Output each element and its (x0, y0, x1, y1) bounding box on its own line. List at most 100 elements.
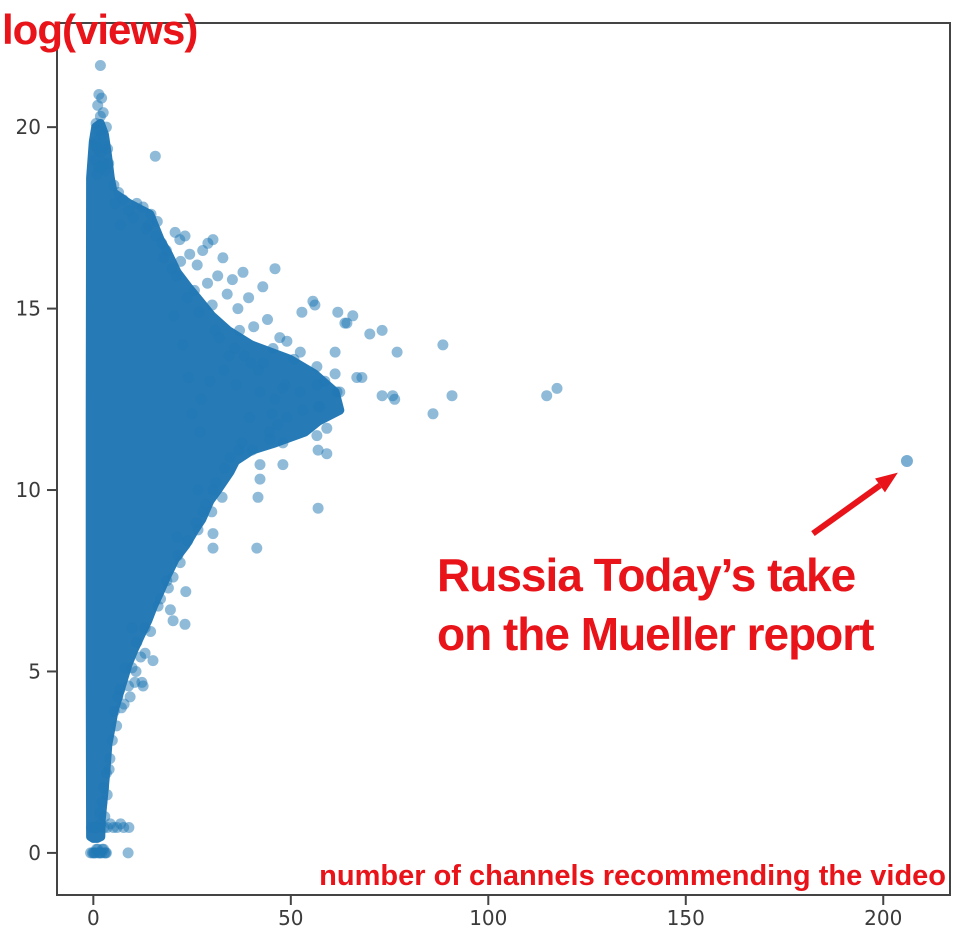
scatter-point (252, 364, 264, 376)
annotation-line-2: on the Mueller report (437, 608, 874, 660)
scatter-point (277, 382, 288, 394)
scatter-point (427, 408, 439, 420)
scatter-point (180, 586, 192, 598)
outlier-point (900, 454, 913, 467)
scatter-point (294, 346, 306, 358)
x-tick-label: 150 (667, 906, 705, 930)
scatter-point (252, 491, 264, 503)
scatter-point (124, 691, 136, 703)
scatter-point (213, 332, 225, 344)
scatter-point (245, 357, 257, 369)
scatter-point (197, 506, 209, 518)
scatter-point (254, 473, 266, 485)
scatter-point (277, 459, 289, 471)
scatter-point (311, 430, 323, 442)
scatter-point (311, 379, 323, 391)
scatter-point (321, 448, 333, 460)
scatter-point (329, 346, 341, 358)
scatter-point (269, 393, 281, 405)
scatter-point (193, 306, 205, 318)
scatter-point (188, 284, 200, 296)
scatter-point (104, 753, 116, 765)
scatter-point (296, 306, 308, 318)
scatter-point (264, 433, 276, 445)
scatter-point (123, 822, 135, 833)
scatter-point (364, 328, 376, 340)
scatter-point (177, 339, 189, 351)
scatter-point (186, 408, 198, 420)
scatter-point (108, 705, 120, 717)
scatter-point (119, 662, 131, 674)
scatter-point (122, 847, 134, 859)
scatter-point (164, 604, 176, 616)
scatter-point (267, 343, 279, 354)
scatter-point (332, 306, 344, 318)
scatter-point (254, 386, 266, 398)
scatter-point (226, 274, 238, 286)
scatter-point (96, 796, 108, 808)
x-tick-label: 0 (87, 906, 100, 930)
y-tick-label: 10 (16, 478, 41, 502)
y-tick-label: 20 (16, 115, 41, 139)
scatter-point (217, 252, 229, 264)
scatter-point (329, 368, 341, 380)
scatter-point (551, 382, 563, 394)
scatter-point (95, 147, 107, 158)
scatter-point (541, 390, 553, 402)
scatter-point (243, 292, 255, 304)
scatter-point (389, 393, 401, 405)
scatter-point (152, 600, 164, 612)
scatter-point (206, 299, 218, 311)
scatter-point (281, 412, 293, 423)
y-tick-label: 15 (16, 297, 41, 321)
scatter-point (437, 339, 449, 351)
scatter-point (224, 451, 236, 463)
scatter-point (234, 324, 245, 336)
scatter-point (94, 60, 106, 71)
scatter-point (321, 422, 333, 434)
scatter-point (191, 259, 203, 271)
scatter-points (85, 60, 563, 859)
scatter-point (127, 212, 139, 224)
scatter-point (184, 248, 196, 260)
scatter-point (114, 219, 126, 231)
scatter-point (174, 234, 186, 246)
scatter-point (233, 444, 245, 456)
scatter-point (311, 361, 323, 373)
scatter-point (216, 491, 228, 503)
scatter-point (207, 234, 219, 246)
scatter-point (168, 310, 180, 322)
scatter-point (207, 484, 219, 496)
axes-frame (56, 22, 951, 896)
scatter-point (376, 390, 388, 402)
scatter-point (212, 270, 224, 282)
scatter-point (100, 767, 112, 779)
y-tick-label: 5 (28, 659, 41, 683)
scatter-point (197, 245, 209, 256)
y-axis-label: log(views) (2, 6, 198, 53)
scatter-point (103, 157, 115, 169)
scatter-point (126, 622, 138, 634)
scatter-point (130, 666, 142, 677)
scatter-point (251, 542, 263, 554)
annotation-text: Russia Today’s take on the Mueller repor… (437, 546, 874, 664)
scatter-point (192, 524, 204, 536)
x-tick-label: 200 (864, 906, 902, 930)
scatter-point (230, 379, 242, 391)
scatter-point (182, 535, 194, 547)
scatter-point (356, 372, 368, 383)
annotation-arrow-head (875, 472, 898, 493)
scatter-point (221, 288, 233, 300)
scatter-point (175, 255, 187, 267)
scatter-point (272, 419, 284, 431)
scatter-point (202, 277, 213, 289)
scatter-point (334, 386, 346, 398)
scatter-point (281, 335, 293, 347)
scatter-point (341, 317, 353, 329)
scatter-point (149, 150, 161, 162)
scatter-point (269, 263, 281, 275)
scatter-point (246, 444, 258, 456)
y-tick-label: 0 (28, 841, 41, 865)
scatter-point (391, 346, 403, 358)
